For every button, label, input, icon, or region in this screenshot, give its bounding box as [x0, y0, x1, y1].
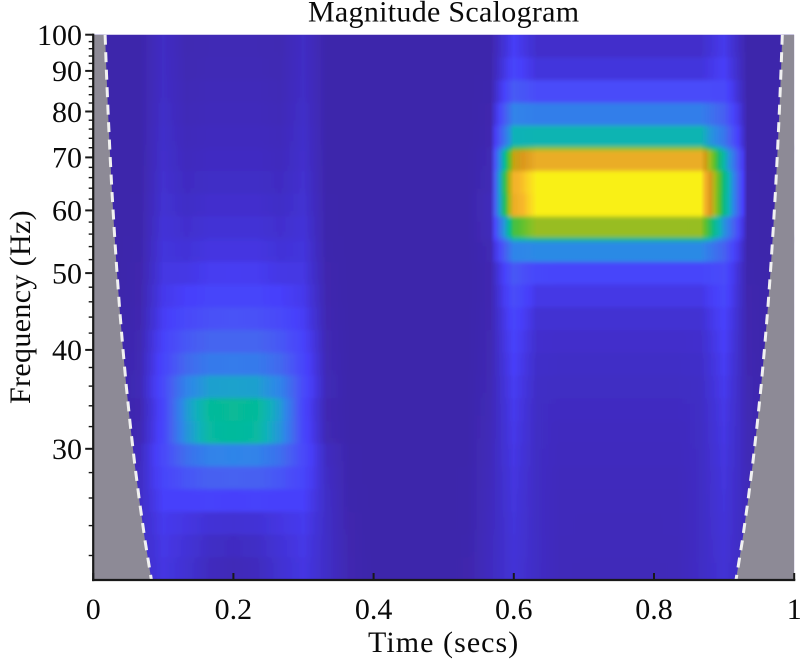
svg-text:80: 80	[52, 96, 82, 129]
svg-text:40: 40	[52, 334, 82, 367]
svg-text:90: 90	[52, 55, 82, 88]
svg-text:0.2: 0.2	[215, 593, 253, 626]
svg-text:30: 30	[52, 433, 82, 466]
svg-text:50: 50	[52, 257, 82, 290]
svg-text:Frequency (Hz): Frequency (Hz)	[4, 210, 37, 404]
svg-text:0.8: 0.8	[635, 593, 673, 626]
svg-text:1: 1	[787, 593, 800, 626]
svg-text:0.6: 0.6	[495, 593, 533, 626]
svg-text:70: 70	[52, 142, 82, 175]
svg-text:0: 0	[86, 593, 101, 626]
svg-text:100: 100	[37, 19, 82, 52]
svg-text:60: 60	[52, 195, 82, 228]
svg-text:0.4: 0.4	[355, 593, 393, 626]
svg-text:Time (secs): Time (secs)	[368, 626, 519, 659]
svg-text:Magnitude Scalogram: Magnitude Scalogram	[308, 0, 579, 29]
